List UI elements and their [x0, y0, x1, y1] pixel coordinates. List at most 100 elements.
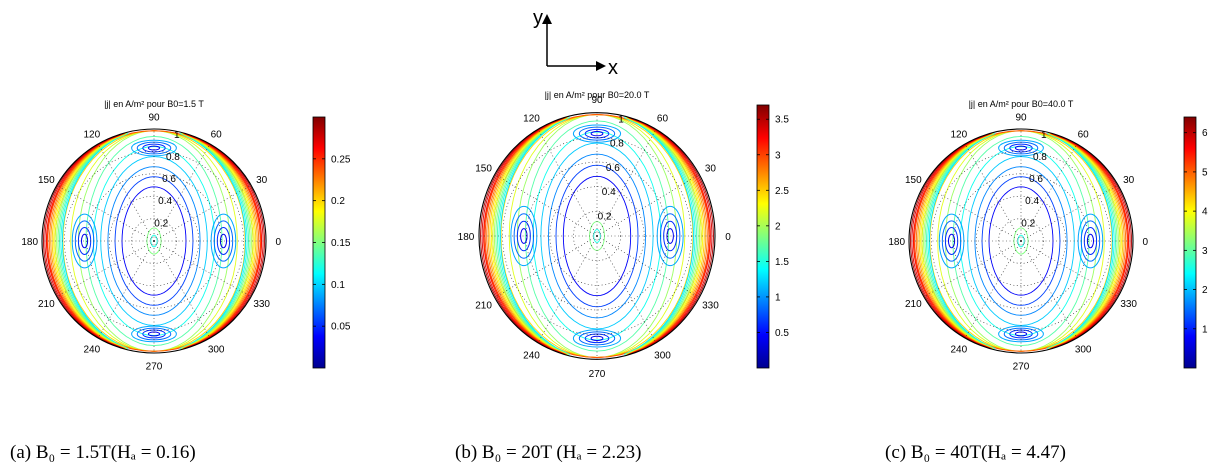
contour-level: [45, 133, 125, 349]
colorbar-gradient: [1183, 116, 1197, 369]
caption: (b) B₀ = 20T (Hₐ = 2.23): [455, 442, 641, 463]
contour-level: [181, 133, 255, 349]
vortex-contour: [998, 139, 1044, 157]
vortex-contour: [590, 335, 604, 342]
angle-tick-label: 60: [657, 113, 669, 124]
colorbar-tick-label: 0.15: [331, 238, 351, 249]
angle-tick-label: 150: [475, 164, 492, 175]
contour-level: [920, 133, 994, 349]
contour-level: [625, 117, 699, 355]
vortex-contour: [572, 329, 622, 348]
vortex-contour: [219, 233, 228, 249]
angular-grid-spoke: [97, 240, 155, 339]
angle-tick-label: 90: [591, 95, 603, 106]
vortex-contour: [572, 124, 622, 143]
angle-tick-label: 270: [1013, 361, 1030, 372]
angle-tick-label: 180: [888, 237, 905, 248]
angle-tick-label: 0: [725, 232, 731, 243]
angle-tick-label: 210: [905, 299, 922, 310]
contour-level: [181, 133, 252, 349]
caption: (c) B₀ = 40T(Hₐ = 4.47): [885, 442, 1066, 463]
angular-grid-spoke: [596, 174, 700, 237]
contour-level: [917, 133, 993, 349]
angular-grid-spoke: [964, 143, 1022, 242]
colorbar-tick-label: 3: [775, 150, 781, 161]
polar-plot: 0 30 60 90 120 150 180 210 240 270 300 330 0.2 0.4 0.6…: [21, 113, 281, 373]
colorbar-tick-label: 0.25: [331, 154, 351, 165]
vortex-contour: [666, 228, 674, 244]
colorbar-tick-label: 0.05: [331, 322, 351, 333]
polar-grid: [909, 129, 1133, 353]
contour-level: [952, 135, 1090, 347]
colorbar-tick-label: 2: [775, 221, 781, 232]
angular-grid-spoke: [964, 240, 1022, 339]
angular-grid-spoke: [153, 240, 252, 298]
angle-tick-label: 300: [1075, 345, 1092, 356]
angular-grid-spoke: [537, 129, 598, 237]
radial-tick-label: 0.2: [154, 218, 168, 229]
vortex-contour: [80, 233, 89, 249]
angular-grid-spoke: [153, 240, 211, 339]
contour-level: [924, 133, 995, 349]
contour-level: [914, 133, 992, 349]
radial-tick-label: 1: [618, 114, 624, 125]
angle-tick-label: 30: [256, 175, 268, 186]
contour-level: [627, 117, 708, 355]
angular-grid-spoke: [153, 184, 252, 242]
panel-c: |j| en A/m² pour B0=40.0 T 0306090120150…: [885, 99, 1208, 463]
colorbar-tick-label: 3.5: [775, 115, 789, 126]
angle-tick-label: 330: [253, 299, 270, 310]
angle-tick-label: 120: [950, 129, 967, 140]
radial-grid-circle: [131, 218, 177, 264]
contour-level: [629, 117, 713, 355]
angle-tick-label: 300: [654, 351, 671, 362]
contour-level: [492, 117, 568, 355]
angle-tick-label: 270: [589, 369, 606, 380]
contour-level: [500, 117, 571, 355]
contour-level: [183, 133, 263, 349]
contour-level: [555, 164, 639, 308]
contour-level: [524, 120, 670, 352]
angle-tick-label: 270: [146, 361, 163, 372]
contour-level: [1050, 133, 1127, 349]
polar-plot: 0 30 60 90 120 150 180 210 240 270 300 330 0.2 0.4 0.6…: [458, 95, 732, 380]
colorbar: 0.05 0.1 0.15 0.2 0.25: [312, 116, 351, 369]
radial-grid-circle: [64, 151, 244, 331]
radial-tick-label: 0.4: [1025, 196, 1039, 207]
contour-level: [548, 153, 646, 319]
angle-tick-label: 30: [705, 164, 717, 175]
angle-tick-label: 30: [1123, 175, 1135, 186]
angle-tick-label: 180: [458, 232, 475, 243]
vortex-contour: [142, 143, 166, 153]
radial-tick-label: 0.6: [162, 174, 176, 185]
contour-level: [486, 117, 567, 355]
angular-grid-spoke: [923, 184, 1022, 242]
colorbar-tick-label: 1: [1202, 324, 1208, 335]
contour-level: [1050, 133, 1130, 349]
radial-tick-label: 0.8: [1033, 152, 1047, 163]
contour-level: [628, 117, 710, 355]
plot-title: |j| en A/m² pour B0=40.0 T: [969, 99, 1074, 109]
contour-level: [915, 133, 992, 349]
contour-level: [1051, 133, 1132, 349]
angular-grid-spoke: [97, 143, 155, 242]
radial-tick-label: 0.6: [606, 163, 620, 174]
colorbar-tick-label: 1.5: [775, 257, 789, 268]
panel-a: |j| en A/m² pour B0=1.5 T 0 30 60 90 120 150 1…: [10, 99, 351, 463]
radial-tick-label: 0.8: [166, 152, 180, 163]
vortex-contour: [998, 325, 1044, 343]
angle-tick-label: 210: [475, 300, 492, 311]
angle-tick-label: 150: [38, 175, 55, 186]
contour-level: [481, 117, 565, 355]
contour-level: [493, 117, 569, 355]
angle-tick-label: 90: [1015, 113, 1027, 124]
polar-outer-circle: [478, 112, 716, 360]
angular-grid-spoke: [494, 235, 598, 298]
contour-level: [70, 130, 238, 352]
contour-lines: [480, 114, 714, 358]
angle-tick-label: 210: [38, 299, 55, 310]
angle-tick-label: 60: [211, 129, 223, 140]
contour-level: [496, 117, 570, 355]
vortex-contour: [131, 325, 177, 343]
contour-level: [1050, 133, 1128, 349]
